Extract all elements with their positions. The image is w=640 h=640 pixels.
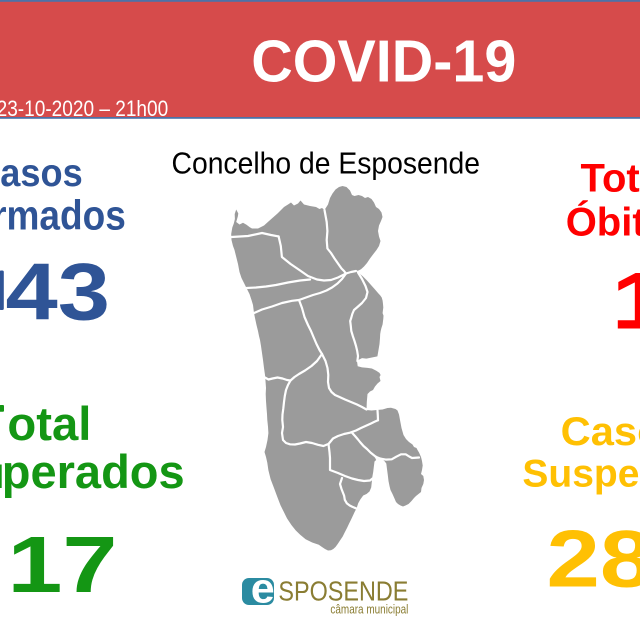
- svg-text:câmara municipal: câmara municipal: [330, 601, 408, 616]
- svg-text:rmados: rmados: [0, 192, 126, 239]
- svg-text:asos: asos: [0, 152, 82, 195]
- svg-text:Óbitos: Óbitos: [566, 199, 640, 245]
- svg-text:COVID-19: COVID-19: [251, 29, 516, 95]
- svg-text:28: 28: [547, 515, 640, 605]
- svg-text:SPOSENDE: SPOSENDE: [278, 575, 408, 606]
- svg-text:perados: perados: [2, 445, 185, 498]
- svg-text:Concelho de Esposende: Concelho de Esposende: [172, 147, 481, 181]
- svg-text:17: 17: [7, 520, 117, 609]
- svg-text:1: 1: [612, 257, 640, 347]
- svg-text:Total: Total: [581, 157, 640, 201]
- svg-text:Suspeitos: Suspeitos: [522, 453, 640, 496]
- svg-text:Casos: Casos: [561, 410, 640, 454]
- svg-text:otal: otal: [7, 397, 91, 450]
- svg-text:e: e: [251, 564, 275, 611]
- svg-text:23-10-2020 – 21h00: 23-10-2020 – 21h00: [0, 96, 168, 121]
- svg-text:43: 43: [6, 248, 111, 338]
